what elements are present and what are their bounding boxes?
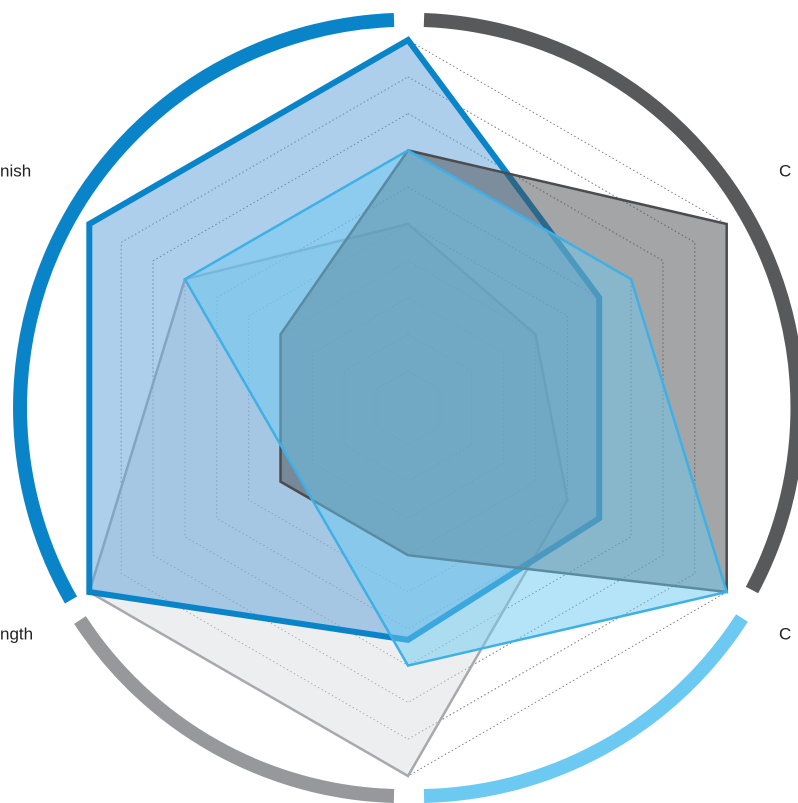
sector-label: ngth [0, 624, 33, 643]
series-layer [86, 36, 729, 778]
sector-label: nish [0, 161, 31, 180]
ring-arc [13, 13, 395, 604]
sector-label: C [779, 161, 791, 180]
sector-label: C [779, 624, 791, 643]
ring-arc [423, 614, 748, 803]
series-area [183, 148, 729, 668]
ring-arc [423, 13, 798, 594]
ring-arc [74, 616, 395, 803]
ring [13, 13, 798, 803]
